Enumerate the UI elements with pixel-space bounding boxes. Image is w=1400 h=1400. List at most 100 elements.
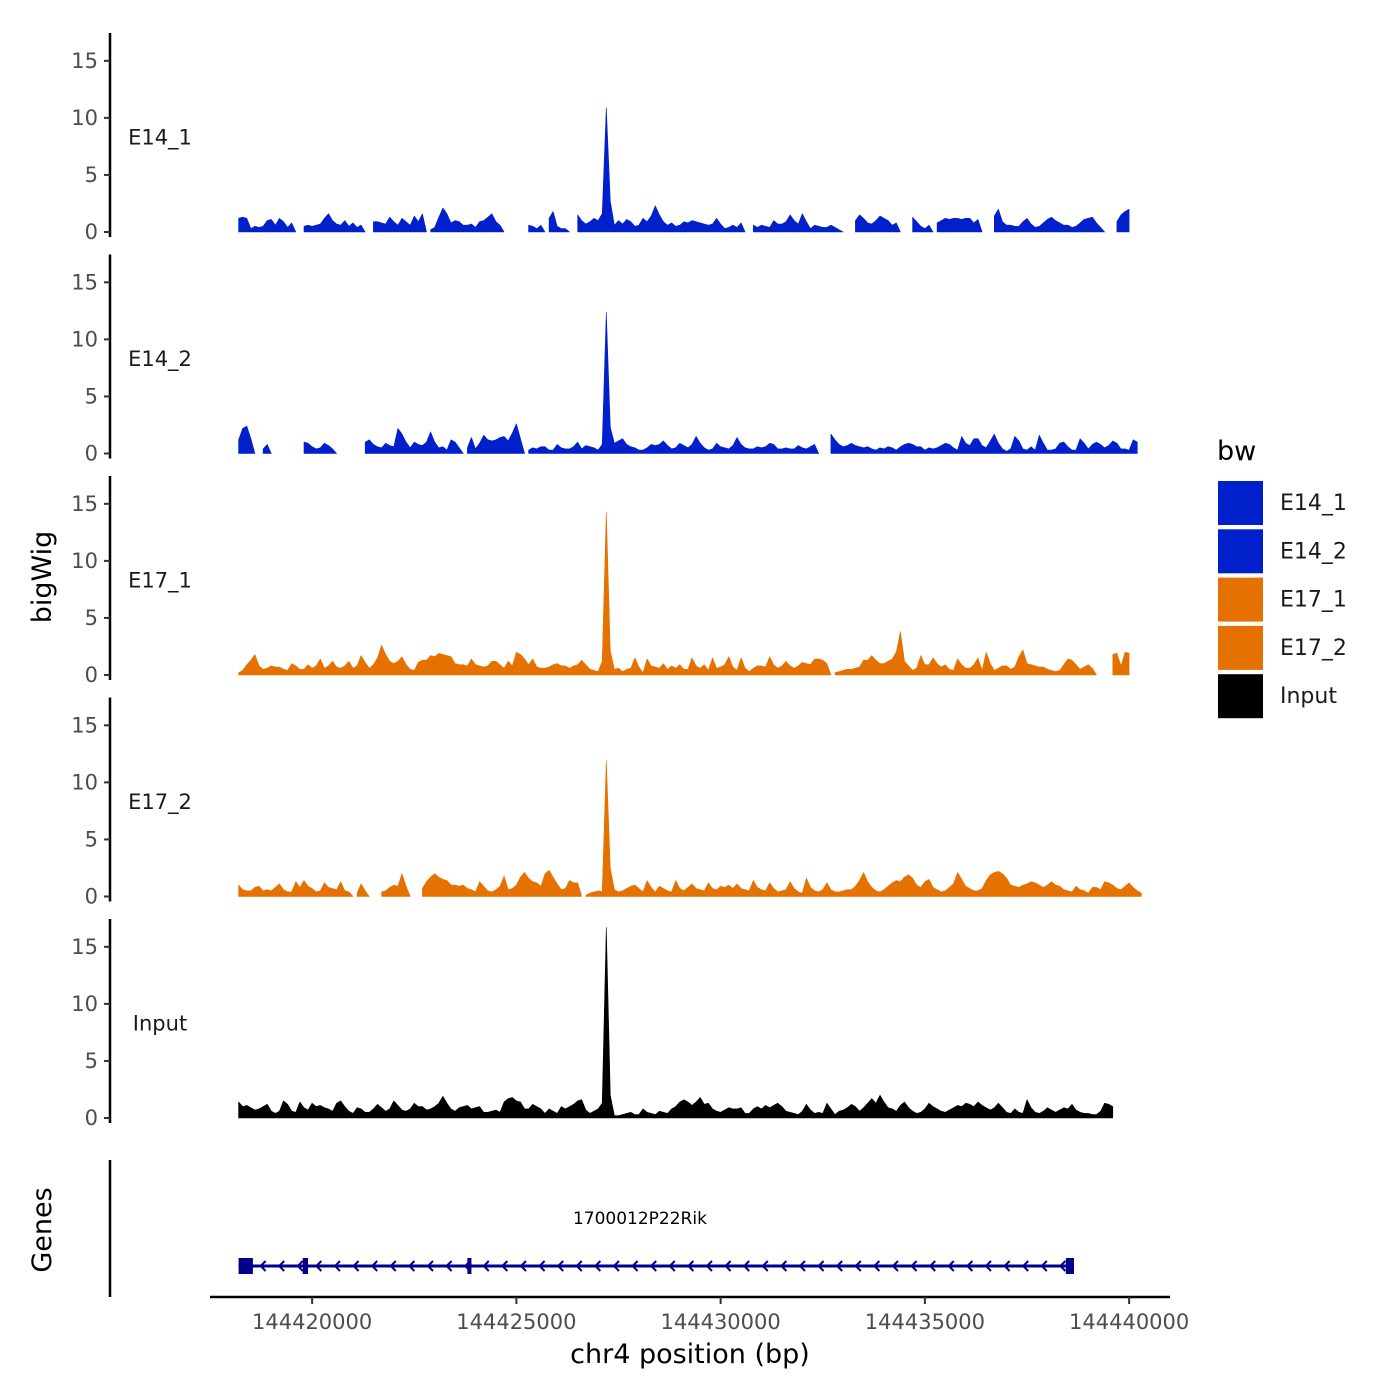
- track-label: E17_2: [128, 790, 192, 815]
- strand-arrow: [612, 1260, 620, 1272]
- strand-arrow: [798, 1260, 806, 1272]
- y-tick-label: 5: [85, 1049, 98, 1073]
- coverage-area-E14_1: [238, 107, 1130, 233]
- y-tick-label: 0: [85, 442, 98, 466]
- coverage-area-E17_1: [238, 511, 1130, 676]
- legend-label-E14_2: E14_2: [1280, 539, 1347, 564]
- strand-arrow: [259, 1260, 267, 1272]
- strand-arrow: [593, 1260, 602, 1272]
- strand-arrow: [482, 1260, 490, 1272]
- coverage-area-E17_2: [238, 760, 1142, 897]
- y-tick-label: 10: [71, 770, 98, 794]
- legend-key-E17_2: [1216, 623, 1265, 672]
- strand-arrow: [277, 1260, 285, 1272]
- x-tick-label: 144425000: [456, 1310, 576, 1334]
- strand-arrow: [649, 1260, 657, 1272]
- strand-arrow: [370, 1260, 378, 1272]
- legend-label-Input: Input: [1280, 684, 1337, 709]
- strand-arrow: [686, 1260, 695, 1272]
- strand-arrow: [519, 1260, 527, 1272]
- track-panel-E14_2: 0 5 10 15 E14_2: [71, 254, 1138, 466]
- y-tick-label: 5: [85, 606, 98, 630]
- y-tick-label: 10: [71, 327, 98, 351]
- strand-arrow: [1021, 1260, 1029, 1272]
- track-label: E14_1: [128, 125, 192, 150]
- strand-arrow: [724, 1260, 732, 1272]
- legend-title: bw: [1217, 436, 1256, 467]
- track-panel-E17_1: 0 5 10 15 E17_1: [71, 476, 1130, 687]
- strand-arrow: [668, 1260, 676, 1272]
- legend: bw E14_1 E14_2 E17_1 E17_2 Input: [1216, 436, 1347, 721]
- strand-arrow: [426, 1260, 434, 1272]
- strand-arrow: [817, 1260, 825, 1272]
- y-tick-label: 0: [85, 1106, 98, 1130]
- strand-arrow: [556, 1260, 564, 1272]
- track-label: E14_2: [128, 347, 192, 372]
- y-tick-label: 10: [71, 106, 98, 130]
- strand-arrow: [352, 1260, 360, 1272]
- legend-label-E14_1: E14_1: [1280, 491, 1347, 516]
- strand-arrow: [891, 1260, 899, 1272]
- strand-arrow: [407, 1260, 416, 1272]
- y-tick-label: 0: [85, 220, 98, 244]
- strand-arrow: [965, 1260, 974, 1272]
- y-tick-label: 5: [85, 163, 98, 187]
- exon-1: [238, 1258, 253, 1274]
- y-tick-label: 10: [71, 992, 98, 1016]
- strand-arrow: [314, 1260, 323, 1272]
- strand-arrow: [500, 1260, 509, 1272]
- strand-arrow: [761, 1260, 769, 1272]
- strand-arrow: [742, 1260, 750, 1272]
- legend-key-E14_1: [1216, 479, 1265, 527]
- strand-arrow: [984, 1260, 992, 1272]
- x-tick-label: 144440000: [1069, 1310, 1189, 1334]
- strand-arrow: [333, 1260, 341, 1272]
- x-axis: 144420000 144425000 144430000 144435000 1444…: [210, 1295, 1189, 1334]
- strand-arrow: [705, 1260, 713, 1272]
- strand-arrow: [1040, 1260, 1048, 1272]
- y-axis-title: bigWig: [27, 531, 58, 624]
- strand-arrow: [575, 1260, 583, 1272]
- exon-3: [467, 1258, 472, 1274]
- x-tick-label: 144420000: [252, 1310, 372, 1334]
- track-panel-Input: 0 5 10 15 Input: [71, 919, 1114, 1130]
- y-tick-label: 0: [85, 663, 98, 687]
- y-tick-label: 5: [85, 384, 98, 408]
- legend-label-E17_2: E17_2: [1280, 636, 1347, 661]
- strand-arrow: [835, 1260, 843, 1272]
- exon-2: [302, 1258, 309, 1274]
- track-panel-E17_2: 0 5 10 15 E17_2: [71, 697, 1142, 909]
- legend-key-E17_1: [1216, 575, 1265, 624]
- strand-arrow: [779, 1260, 788, 1272]
- strand-arrow: [1003, 1260, 1011, 1272]
- legend-label-E17_1: E17_1: [1280, 588, 1347, 613]
- strand-arrow: [1058, 1260, 1067, 1272]
- track-panel-E14_1: 0 5 10 15 E14_1: [71, 33, 1130, 244]
- legend-key-E14_2: [1216, 527, 1265, 576]
- strand-arrow: [854, 1260, 862, 1272]
- y-tick-label: 15: [71, 49, 98, 73]
- strand-arrow: [872, 1260, 881, 1272]
- gene-track: 1700012P22Rik: [108, 1160, 1074, 1297]
- x-tick-label: 144435000: [865, 1310, 985, 1334]
- x-axis-title: chr4 position (bp): [570, 1339, 810, 1370]
- y-tick-label: 0: [85, 885, 98, 909]
- coverage-area-E14_2: [238, 311, 1138, 454]
- track-label: Input: [133, 1011, 187, 1035]
- x-tick-label: 144430000: [661, 1310, 781, 1334]
- legend-key-Input: [1216, 672, 1265, 721]
- strand-arrow: [631, 1260, 639, 1272]
- y-tick-label: 15: [71, 492, 98, 516]
- strand-arrow: [445, 1260, 453, 1272]
- strand-arrow: [389, 1260, 397, 1272]
- gene-name-label: 1700012P22Rik: [573, 1209, 707, 1229]
- strand-arrow: [296, 1260, 304, 1272]
- y-tick-label: 15: [71, 935, 98, 959]
- y-tick-label: 15: [71, 713, 98, 737]
- exon-4: [1065, 1258, 1074, 1274]
- strand-arrow: [947, 1260, 955, 1272]
- strand-arrow: [928, 1260, 936, 1272]
- coverage-area-Input: [238, 927, 1114, 1119]
- genes-axis-title: Genes: [27, 1187, 58, 1272]
